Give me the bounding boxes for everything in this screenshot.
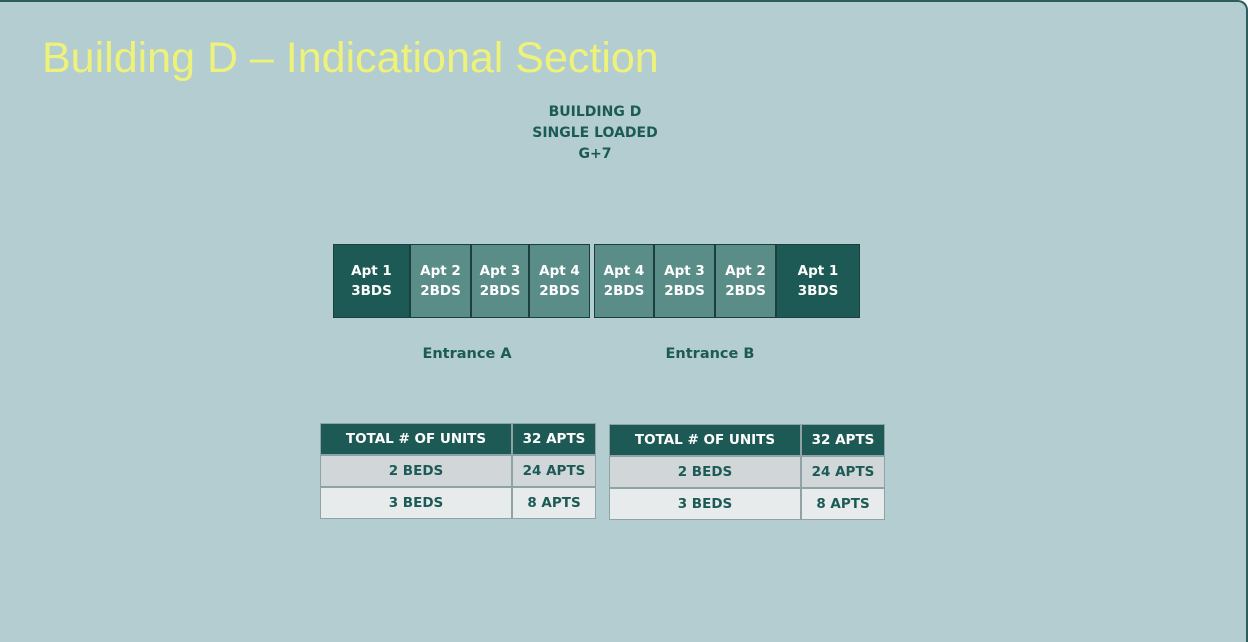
entrance-label: Entrance B xyxy=(665,346,755,362)
table-cell: TOTAL # OF UNITS xyxy=(609,424,801,456)
table-cell: TOTAL # OF UNITS xyxy=(320,423,512,455)
table-cell: 8 APTS xyxy=(512,487,596,519)
header-line: BUILDING D xyxy=(548,104,642,120)
unit-beds: 2BDS xyxy=(539,283,580,299)
unit-beds: 2BDS xyxy=(603,283,645,299)
unit-beds: 3BDS xyxy=(351,283,392,299)
unit-beds: 2BDS xyxy=(479,283,521,299)
apartment-unit: Apt 1 3BDS xyxy=(776,244,860,318)
apartment-unit: Apt 1 3BDS xyxy=(333,244,410,318)
unit-name: Apt 4 xyxy=(603,263,645,279)
unit-name: Apt 2 xyxy=(725,263,766,279)
apartment-unit: Apt 4 2BDS xyxy=(594,244,654,318)
header-line: G+7 xyxy=(578,146,612,162)
table-cell: 32 APTS xyxy=(512,423,596,455)
table-cell: 2 BEDS xyxy=(609,456,801,488)
table-cell: 3 BEDS xyxy=(609,488,801,520)
unit-name: Apt 2 xyxy=(420,263,461,279)
apartment-unit: Apt 3 2BDS xyxy=(471,244,529,318)
unit-name: Apt 4 xyxy=(539,263,580,279)
unit-name: Apt 1 xyxy=(351,263,392,279)
table-cell: 32 APTS xyxy=(801,424,885,456)
entrance-label: Entrance A xyxy=(422,346,512,362)
table-cell: 24 APTS xyxy=(512,455,596,487)
apartment-unit: Apt 4 2BDS xyxy=(529,244,590,318)
unit-beds: 2BDS xyxy=(420,283,461,299)
table-cell: 3 BEDS xyxy=(320,487,512,519)
apartment-unit: Apt 2 2BDS xyxy=(410,244,471,318)
unit-name: Apt 3 xyxy=(479,263,521,279)
unit-name: Apt 3 xyxy=(664,263,705,279)
table-cell: 2 BEDS xyxy=(320,455,512,487)
apartment-unit: Apt 2 2BDS xyxy=(715,244,776,318)
apartment-unit: Apt 3 2BDS xyxy=(654,244,715,318)
unit-beds: 2BDS xyxy=(664,283,705,299)
header-line: SINGLE LOADED xyxy=(532,125,658,141)
unit-name: Apt 1 xyxy=(797,263,839,279)
unit-beds: 2BDS xyxy=(725,283,766,299)
slide-title: Building D – Indicational Section xyxy=(42,34,659,82)
table-cell: 8 APTS xyxy=(801,488,885,520)
unit-beds: 3BDS xyxy=(797,283,839,299)
table-cell: 24 APTS xyxy=(801,456,885,488)
